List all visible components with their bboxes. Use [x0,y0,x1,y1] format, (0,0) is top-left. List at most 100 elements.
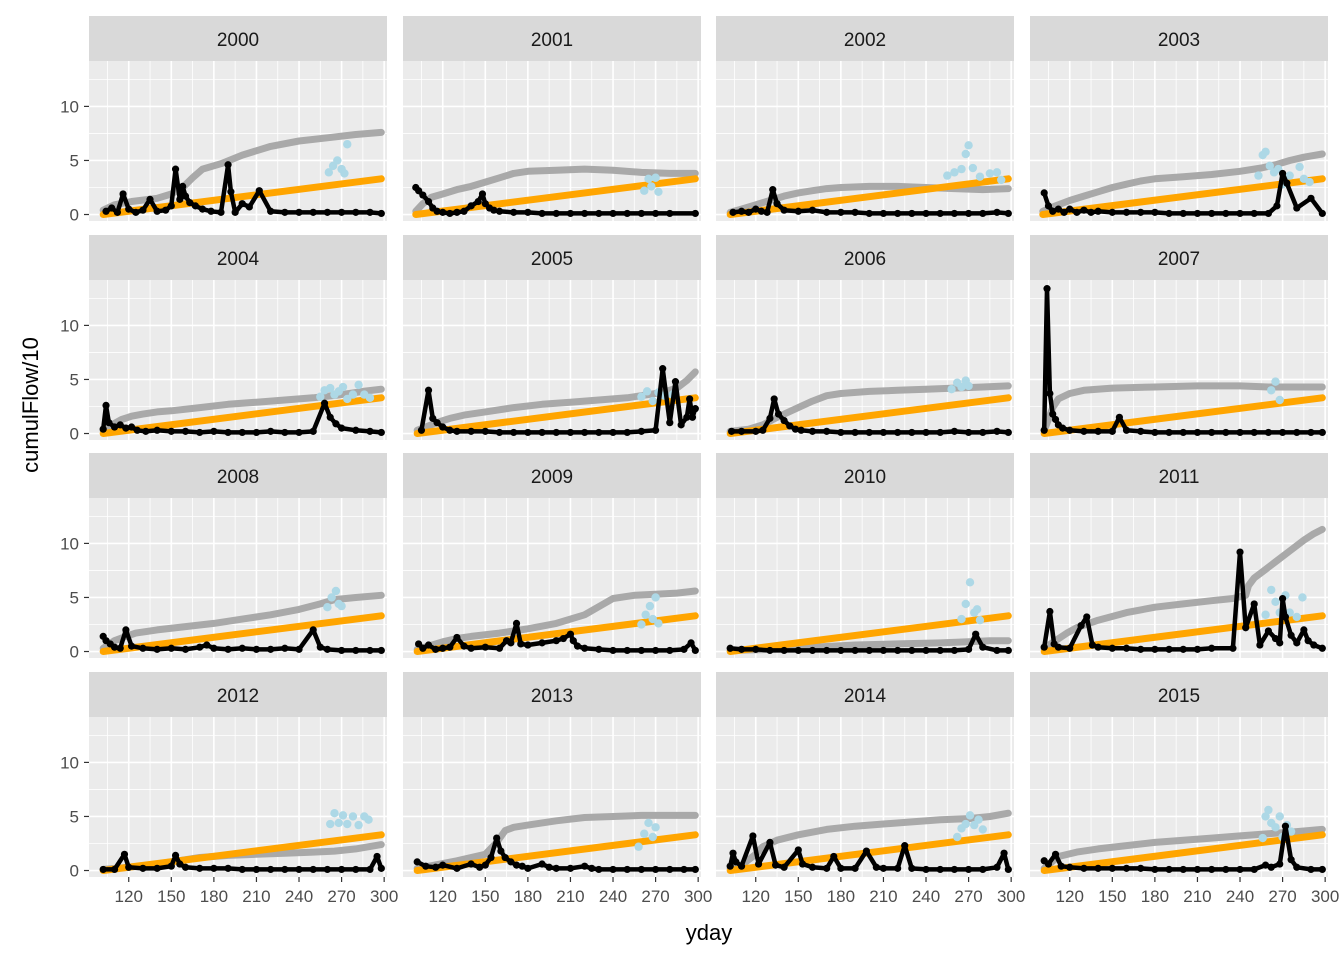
black-point [637,865,646,874]
black-point [252,428,261,437]
lightblue-point [1261,610,1270,619]
black-point [745,208,753,216]
lightblue-point [957,382,966,392]
black-point [1151,865,1159,874]
black-point [110,423,119,431]
lightblue-point [1275,395,1284,405]
black-point [1281,613,1290,621]
black-point [507,858,515,866]
black-point [688,413,697,421]
black-point [1278,594,1287,603]
black-point [210,427,218,435]
black-point [780,206,788,214]
black-point [773,200,781,208]
black-point [666,209,674,218]
black-point [517,640,525,648]
x-tick-label: 210 [1183,887,1211,906]
black-point [119,190,127,198]
black-point [588,864,596,872]
black-point [102,207,110,215]
black-point [769,186,777,194]
black-point [1044,202,1053,210]
black-point [979,643,987,651]
black-point [512,861,521,869]
black-point [419,644,427,652]
black-point [490,206,498,214]
black-point [167,427,175,435]
black-point [950,865,959,874]
black-point [538,639,546,647]
lightblue-point [1271,823,1280,832]
series-group [99,380,385,437]
lightblue-point [654,187,663,197]
lightblue-point [642,387,652,396]
black-point [794,207,802,215]
black-point [179,182,187,191]
black-point [453,427,461,435]
lightblue-point [985,169,995,178]
black-point [1281,822,1290,830]
black-point [993,208,1001,216]
black-point [979,209,987,218]
black-point [687,639,695,647]
facet-strip-label: 2015 [1158,686,1200,707]
grey-series-line [1040,825,1326,872]
facet-2008: 2008 0 5 10 [60,453,387,662]
lightblue-point [1254,171,1263,180]
black-point [467,427,475,435]
series-group [1040,525,1326,655]
black-point [1250,600,1258,608]
black-point [1278,169,1287,178]
black-point [432,645,440,653]
black-point [167,644,175,652]
lightblue-point [965,578,975,587]
black-point [1059,424,1067,432]
black-point [677,421,685,429]
black-point [759,426,767,434]
black-point [1040,426,1048,434]
black-point [559,634,567,643]
black-point [1165,645,1173,653]
black-point [552,637,560,645]
lightblue-point [326,383,335,393]
black-point [1193,428,1202,437]
black-point [823,864,831,872]
black-point [936,646,944,655]
facet-strip-label: 2011 [1159,467,1200,488]
orange-series-line [413,394,699,437]
y-tick-label: 5 [70,151,79,170]
black-point [651,209,660,218]
y-tick-label: 0 [70,643,79,662]
lightblue-point [975,615,985,625]
x-tick-label: 270 [327,887,355,906]
black-point [737,207,746,215]
x-tick-label: 240 [1226,887,1254,906]
series-group [412,165,699,218]
facet-strip-label: 2005 [531,249,573,270]
lightblue-point [961,149,970,159]
black-point [993,646,1001,655]
lightblue-point [644,174,653,184]
black-point [950,427,959,435]
black-point [1054,205,1062,213]
grey-series-line [99,128,385,214]
black-point [196,643,204,651]
black-point [808,863,817,871]
facet-strip [403,672,701,717]
lightblue-point [338,382,348,392]
black-point [737,427,746,435]
series-group [413,365,699,437]
x-tick-label: 270 [1268,887,1296,906]
x-tick-label: 180 [1141,887,1169,906]
lightblue-point [950,168,959,177]
facet-strip [716,672,1014,717]
facet-strip-label: 2013 [531,686,573,707]
black-point [1261,861,1270,869]
x-tick-label: 120 [115,887,143,906]
black-point [281,208,289,216]
black-point [433,419,441,427]
black-point [865,209,873,218]
black-point [453,864,461,872]
black-point [439,423,447,431]
